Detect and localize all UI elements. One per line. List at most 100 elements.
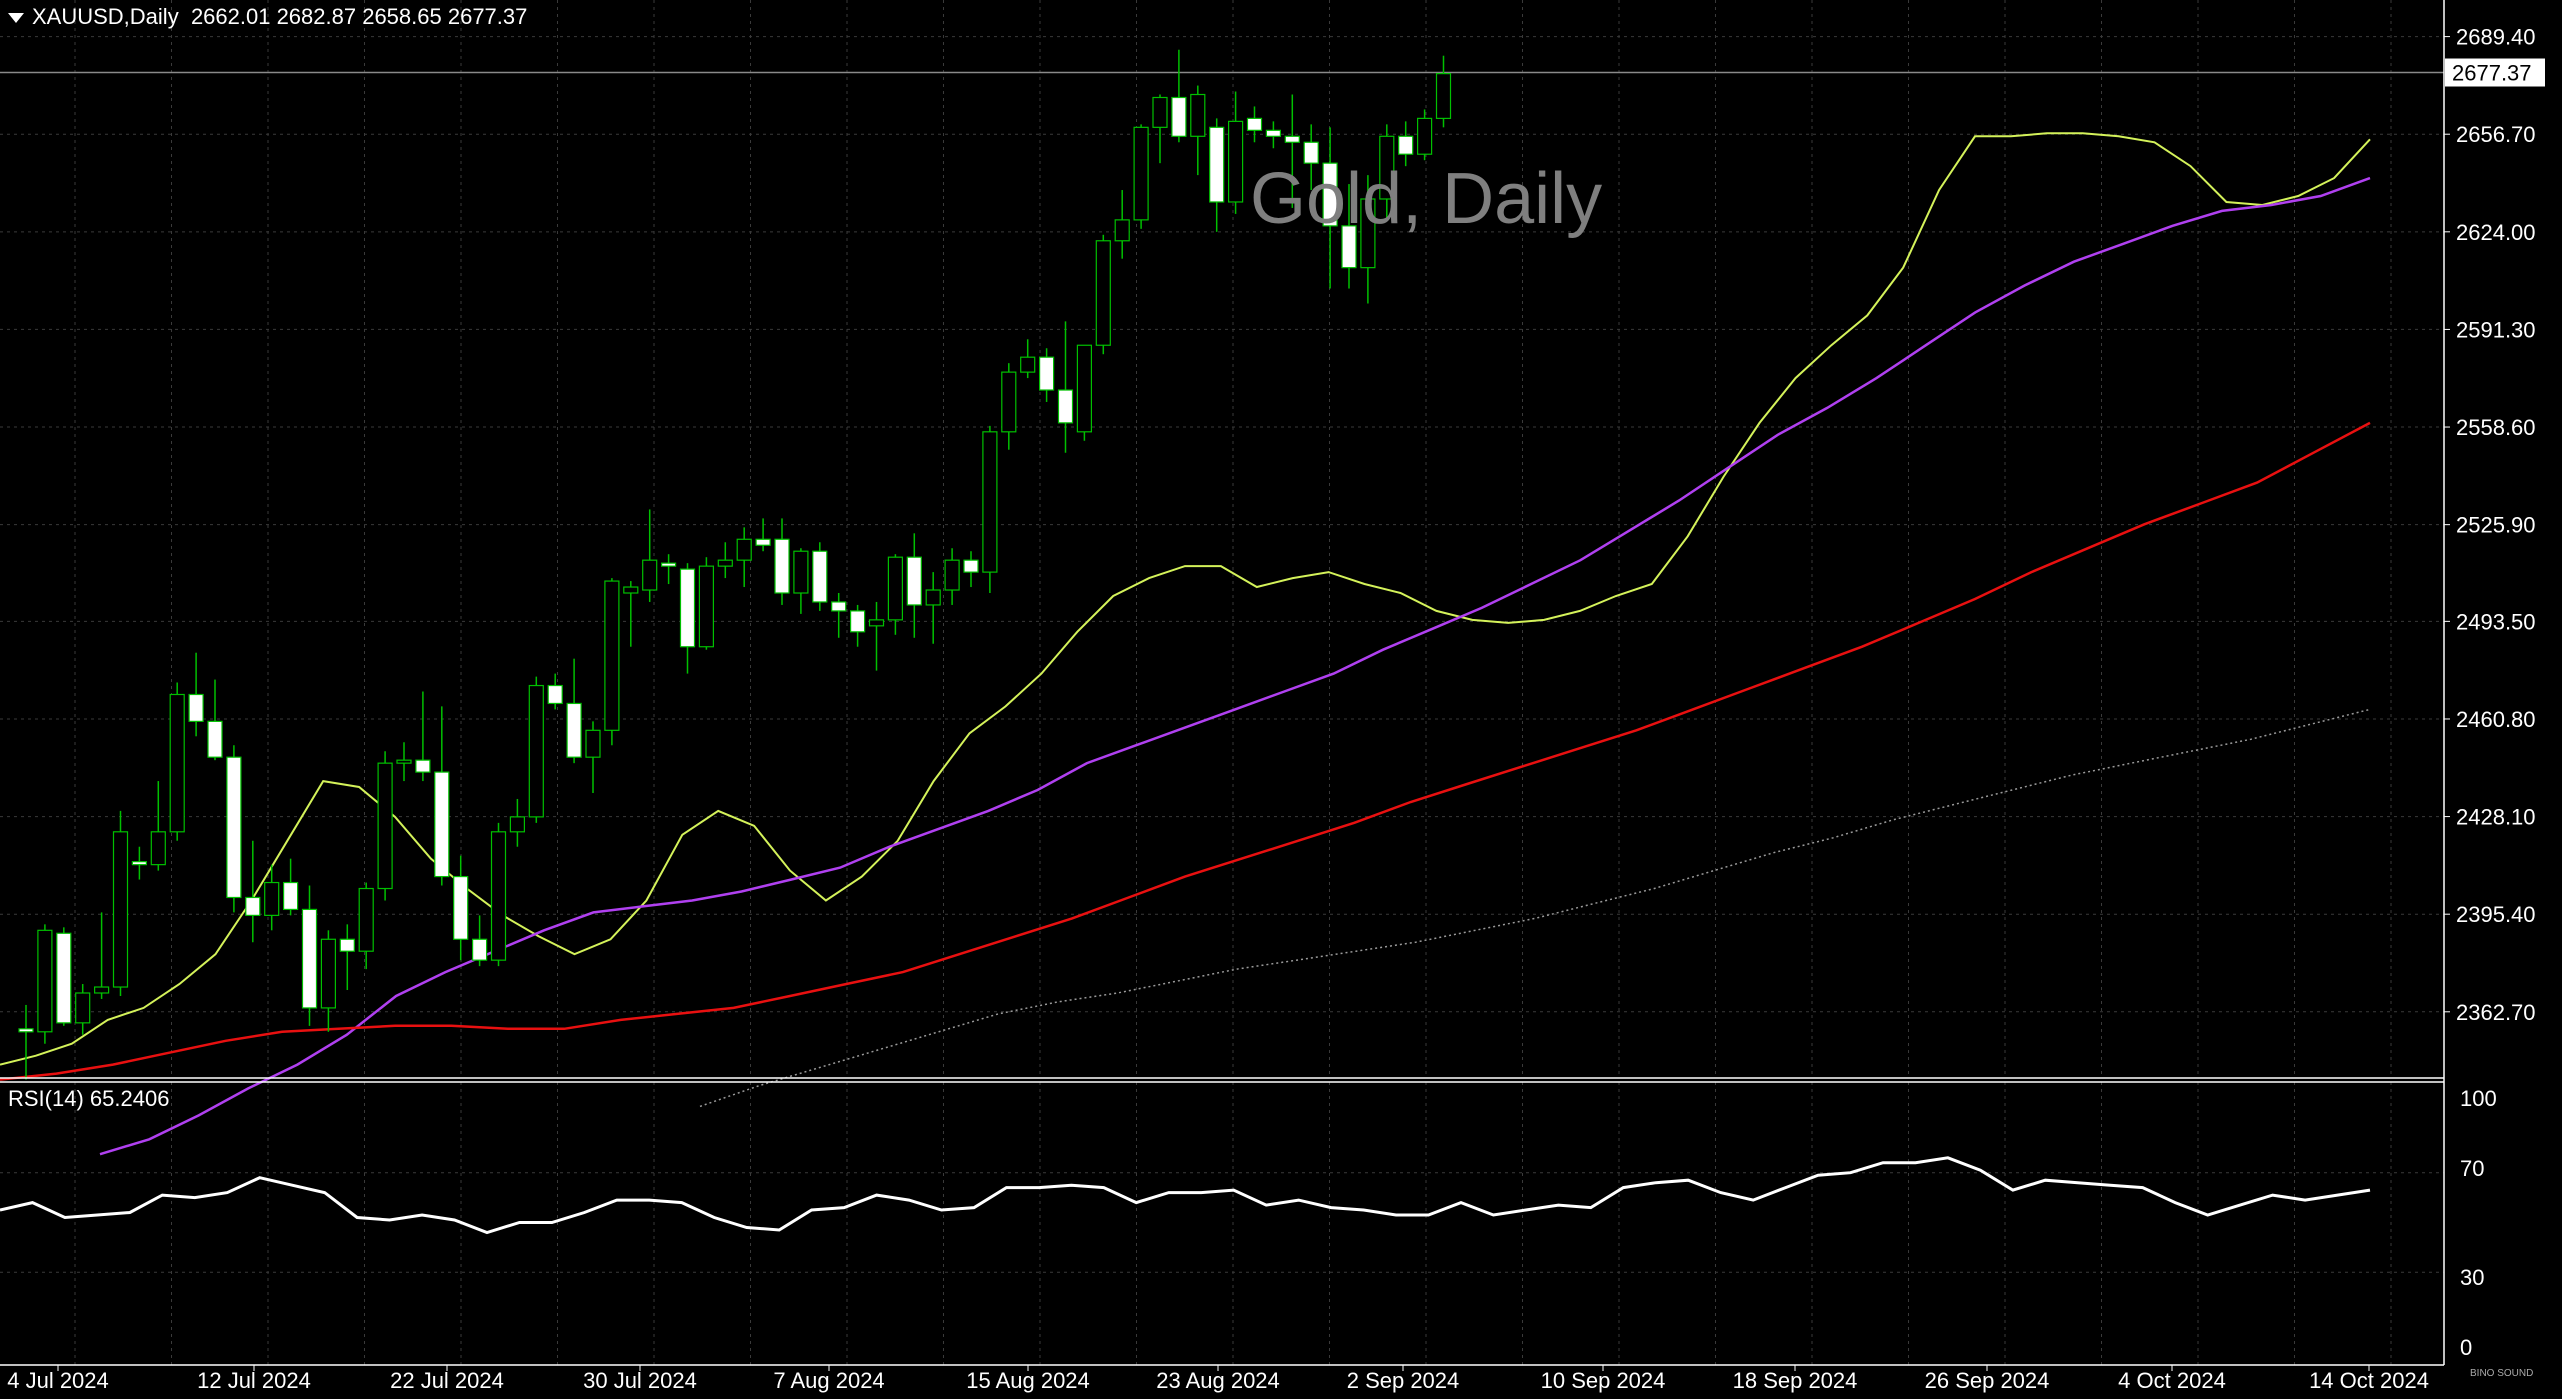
candle-bear	[56, 932, 72, 1024]
candle-bear	[849, 610, 866, 633]
candle-bull	[169, 693, 185, 833]
candle-bull	[1095, 240, 1111, 346]
candle-bull	[793, 550, 809, 594]
candle-bear	[226, 756, 242, 899]
candle-bull	[37, 929, 53, 1033]
price-axis: 2689.40 2656.70 2624.00 2591.30 2558.60 2525.…	[0, 25, 2545, 1360]
candle-bull	[264, 881, 280, 916]
candle-bear	[1341, 225, 1357, 269]
time-tick-label: 23 Aug 2024	[1156, 1368, 1280, 1393]
candle-bull	[1379, 135, 1395, 200]
rsi-panel	[0, 1156, 2371, 1235]
candle-bull	[887, 556, 904, 621]
time-tick-label: 18 Sep 2024	[1733, 1368, 1858, 1393]
candle-bull	[1020, 356, 1036, 373]
candle-bull	[642, 559, 658, 591]
candle-bear	[547, 684, 563, 705]
rsi-label: RSI(14) 65.2406	[8, 1086, 170, 1111]
candle-bull	[604, 580, 620, 731]
candle-bull	[868, 619, 885, 627]
time-tick-label: 7 Aug 2024	[773, 1368, 884, 1393]
ma-long-line	[699, 708, 2371, 1108]
candle-bull	[1076, 344, 1093, 433]
candle-bear	[566, 702, 582, 758]
candle-bull	[1227, 120, 1244, 203]
candle-bull	[112, 831, 129, 988]
candle-bull	[925, 589, 941, 606]
candle-bull	[982, 431, 998, 573]
candle-bear	[453, 875, 469, 940]
chart-frame	[0, 0, 2445, 1366]
time-tick-label: 10 Sep 2024	[1541, 1368, 1666, 1393]
candle-bear	[755, 538, 771, 546]
ma-fast-line	[0, 132, 2371, 1066]
rsi-tick-label: 100	[2460, 1086, 2497, 1111]
candle-bear	[1171, 96, 1187, 137]
price-tick-label: 2460.80	[2456, 707, 2536, 732]
price-tick-label: 2362.70	[2456, 1000, 2536, 1025]
price-tick-label: 2525.90	[2456, 513, 2536, 538]
candle-bull	[1416, 117, 1433, 155]
candle-bear	[1398, 135, 1414, 155]
price-tick-label: 2591.30	[2456, 317, 2536, 342]
candle-bear	[301, 908, 318, 1009]
time-tick-label: 12 Jul 2024	[197, 1368, 311, 1393]
candle-bull	[717, 559, 733, 567]
time-tick-label: 30 Jul 2024	[583, 1368, 697, 1393]
candle-bear	[1038, 356, 1055, 391]
candle-bull	[623, 586, 639, 594]
candle-bull	[377, 762, 393, 890]
candle-bear	[1322, 162, 1338, 227]
candle-bear	[415, 759, 431, 773]
candle-bear	[1209, 126, 1225, 203]
price-tick-label: 2558.60	[2456, 415, 2536, 440]
price-tick-label: 2493.50	[2456, 609, 2536, 634]
candle-bull	[93, 986, 110, 994]
candle-bull	[490, 831, 507, 961]
ma-mid-line	[99, 176, 2371, 1156]
candle-bear	[434, 771, 450, 878]
candle-bull	[509, 816, 525, 833]
ohlc-values: 2662.01 2682.87 2658.65 2677.37	[190, 4, 528, 29]
candle-bear	[1057, 389, 1074, 424]
time-tick-label: 22 Jul 2024	[390, 1368, 504, 1393]
current-price-label: 2677.37	[2452, 61, 2532, 86]
candle-bull	[396, 759, 412, 764]
candle-bear	[906, 556, 922, 606]
time-tick-label: 4 Oct 2024	[2118, 1368, 2226, 1393]
candle-bull	[698, 565, 715, 648]
rsi-tick-label: 0	[2460, 1335, 2472, 1360]
candle-bear	[207, 720, 223, 758]
ma-slow-line	[0, 421, 2371, 1081]
candles	[18, 49, 1452, 1080]
candle-bull	[1133, 126, 1149, 221]
candle-bear	[339, 938, 355, 952]
candle-bear	[660, 562, 677, 567]
candle-bull	[1435, 73, 1452, 119]
grid	[0, 0, 2444, 1365]
time-tick-label: 26 Sep 2024	[1925, 1368, 2050, 1393]
dropdown-triangle-icon[interactable]	[8, 13, 24, 24]
candle-bull	[585, 729, 601, 758]
rsi-line	[0, 1156, 2371, 1235]
candle-bull	[1360, 198, 1376, 269]
time-tick-label: 2 Sep 2024	[1347, 1368, 1460, 1393]
time-tick-label: 15 Aug 2024	[966, 1368, 1090, 1393]
candle-bull	[1190, 93, 1206, 137]
candle-bear	[679, 568, 696, 648]
current-price-box	[2445, 58, 2545, 87]
candle-bear	[1303, 141, 1319, 164]
chart-header: XAUUSD,Daily 2662.01 2682.87 2658.65 267…	[8, 4, 527, 30]
candle-bear	[18, 1028, 34, 1033]
candle-bull	[75, 992, 91, 1024]
candle-bull	[1001, 371, 1017, 433]
chart-watermark: Gold, Daily	[1250, 159, 1603, 239]
candle-bear	[831, 601, 847, 612]
candle-bear	[188, 693, 204, 722]
candle-bull	[320, 938, 336, 1009]
rsi-tick-label: 70	[2460, 1156, 2484, 1181]
candle-bear	[245, 896, 261, 916]
price-tick-label: 2395.40	[2456, 902, 2536, 927]
candle-bear	[283, 881, 299, 911]
